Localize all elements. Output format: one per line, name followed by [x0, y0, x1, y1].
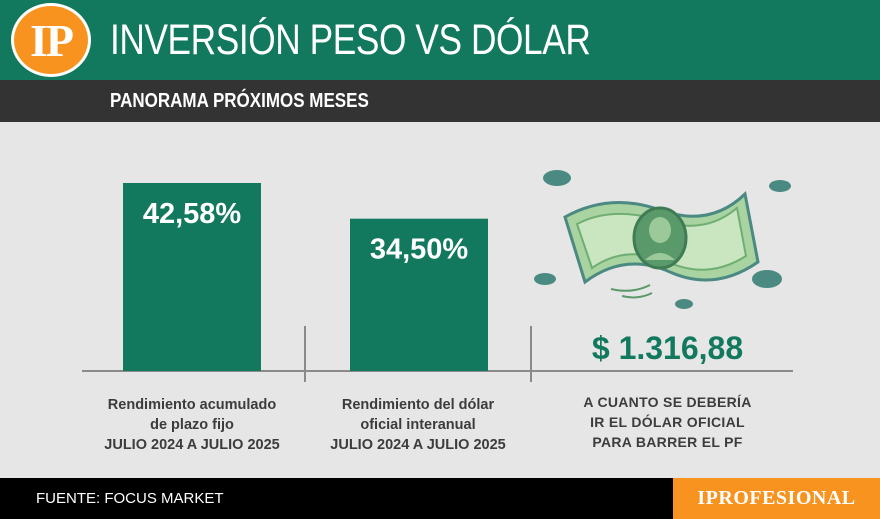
cloud-icon	[752, 270, 782, 288]
brand-logo: IPROFESIONAL	[673, 478, 880, 519]
source-note: FUENTE: FOCUS MARKET	[36, 490, 224, 507]
bar	[350, 218, 488, 371]
bar-chart: 42,58% 34,50%	[82, 170, 793, 382]
header-bar: IP INVERSIÓN PESO VS DÓLAR	[0, 0, 880, 80]
page-subtitle: PANORAMA PRÓXIMOS MESES	[110, 90, 369, 112]
target-dollar-price: $ 1.316,88	[591, 330, 744, 366]
bar	[123, 183, 261, 371]
cloud-icon	[675, 299, 693, 309]
subheader-bar: PANORAMA PRÓXIMOS MESES	[0, 80, 880, 122]
bar-value-label: 42,58%	[143, 198, 242, 230]
category-label: Rendimiento acumulado de plazo fijo JULI…	[104, 397, 280, 453]
dollar-bill-icon	[534, 170, 791, 309]
target-caption: A CUANTO SE DEBERÍA IR EL DÓLAR OFICIAL …	[583, 394, 752, 450]
cloud-icon	[769, 180, 791, 192]
cloud-icon	[534, 273, 556, 285]
ip-logo: IP	[11, 3, 91, 77]
page-title: INVERSIÓN PESO VS DÓLAR	[110, 16, 591, 64]
bar-value-label: 34,50%	[370, 234, 469, 266]
cloud-icon	[543, 170, 571, 186]
category-label: Rendimiento del dólar oficial interanual…	[330, 397, 506, 453]
